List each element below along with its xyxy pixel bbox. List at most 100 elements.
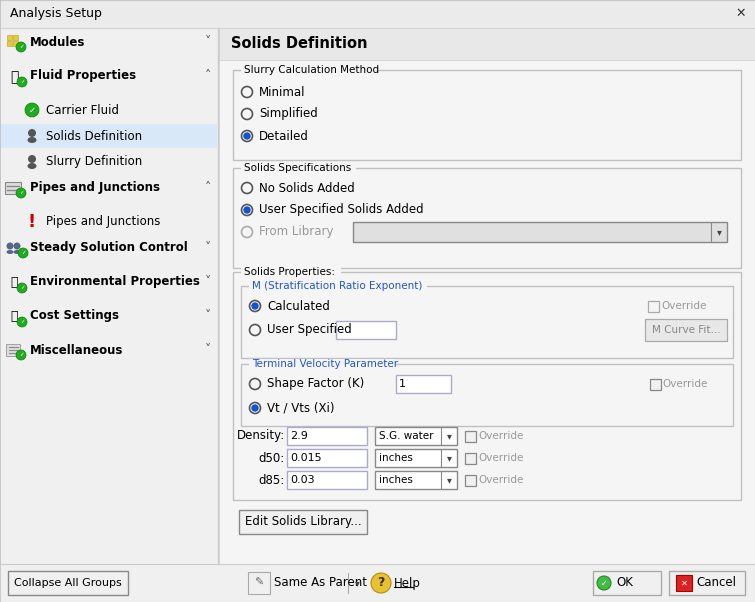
Circle shape [252,303,258,309]
Text: ˅: ˅ [205,344,211,356]
Text: ▾: ▾ [446,431,451,441]
Text: No Solids Added: No Solids Added [259,181,355,194]
Text: Solids Properties:: Solids Properties: [244,267,335,277]
Text: ˄: ˄ [205,181,211,194]
Bar [353,222,727,242]
Bar [13,41,18,46]
Text: Override: Override [662,379,707,389]
Bar [648,300,658,311]
Text: User Specified Solids Added: User Specified Solids Added [259,203,424,217]
Bar [233,168,741,268]
Circle shape [244,133,250,139]
Circle shape [16,350,26,360]
Text: ✓: ✓ [19,190,23,196]
Bar [233,70,741,160]
Bar [336,321,396,339]
Text: Solids Specifications: Solids Specifications [244,163,351,173]
Text: ✓: ✓ [19,353,23,358]
Circle shape [17,283,27,293]
Ellipse shape [27,163,36,169]
Circle shape [18,248,28,258]
Bar [13,35,18,40]
Text: Calculated: Calculated [267,300,330,312]
Text: Solids Definition: Solids Definition [46,129,142,143]
Text: Simplified: Simplified [259,108,318,120]
Circle shape [25,103,39,117]
Circle shape [244,207,250,213]
Bar [241,65,377,76]
Text: ▾: ▾ [446,453,451,463]
Text: OK: OK [616,577,633,589]
Circle shape [252,405,258,411]
Text: inches: inches [379,453,413,463]
Text: ✓: ✓ [20,320,24,324]
Text: ✓: ✓ [29,105,35,114]
Text: ✎: ✎ [254,578,263,588]
Bar [645,319,727,341]
Text: ˅: ˅ [205,241,211,255]
Circle shape [28,155,36,163]
Bar [375,427,457,445]
Bar [669,571,745,595]
Text: ▾: ▾ [355,578,359,588]
Circle shape [28,129,36,137]
Text: From Library: From Library [259,226,334,238]
Bar [287,427,367,445]
Text: ˅: ˅ [205,36,211,49]
Text: ?: ? [378,577,385,589]
Circle shape [14,243,20,249]
Bar [0,564,755,602]
Bar [6,344,20,356]
Bar [375,449,457,467]
Text: Cancel: Cancel [696,577,736,589]
Text: Density:: Density: [237,429,285,442]
Text: 🔧: 🔧 [11,276,18,290]
Bar [396,375,451,393]
Text: ✕: ✕ [736,7,746,19]
Text: Terminal Velocity Parameter: Terminal Velocity Parameter [252,359,398,369]
Text: ✓: ✓ [20,250,26,255]
Text: Collapse All Groups: Collapse All Groups [14,578,122,588]
Text: ˄: ˄ [205,69,211,82]
Bar [241,286,733,358]
Bar [241,267,341,278]
Ellipse shape [7,250,14,254]
Text: 0.015: 0.015 [290,453,322,463]
Bar [248,572,270,594]
Text: Slurry Definition: Slurry Definition [46,155,142,169]
Circle shape [7,243,14,249]
Bar [0,28,218,564]
Text: Detailed: Detailed [259,129,309,143]
Bar [593,571,661,595]
Bar [464,430,476,441]
Text: 0.03: 0.03 [290,475,315,485]
Text: Carrier Fluid: Carrier Fluid [46,104,119,117]
Bar [287,471,367,489]
Bar [233,272,741,500]
Text: Steady Solution Control: Steady Solution Control [30,241,188,255]
Text: Override: Override [478,453,523,463]
Text: ▾: ▾ [716,227,722,237]
Bar [7,41,12,46]
Text: Cost Settings: Cost Settings [30,309,119,323]
Circle shape [371,573,391,593]
Bar [287,449,367,467]
Bar [649,379,661,389]
Text: Pipes and Junctions: Pipes and Junctions [30,181,160,194]
Text: ▾: ▾ [446,475,451,485]
Text: Vt / Vts (Xi): Vt / Vts (Xi) [267,402,334,415]
Text: Analysis Setup: Analysis Setup [10,7,102,20]
Text: Miscellaneous: Miscellaneous [30,344,123,356]
Bar [241,163,356,174]
Text: Environmental Properties: Environmental Properties [30,276,200,288]
Bar [219,28,755,60]
Text: Override: Override [478,431,523,441]
Text: 🪙: 🪙 [11,311,18,323]
Text: M (Stratification Ratio Exponent): M (Stratification Ratio Exponent) [252,281,422,291]
Bar [464,453,476,464]
Bar [241,364,733,426]
Text: !: ! [28,213,36,231]
Text: ✓: ✓ [19,45,23,49]
Text: S.G. water: S.G. water [379,431,433,441]
Text: d85:: d85: [259,474,285,486]
